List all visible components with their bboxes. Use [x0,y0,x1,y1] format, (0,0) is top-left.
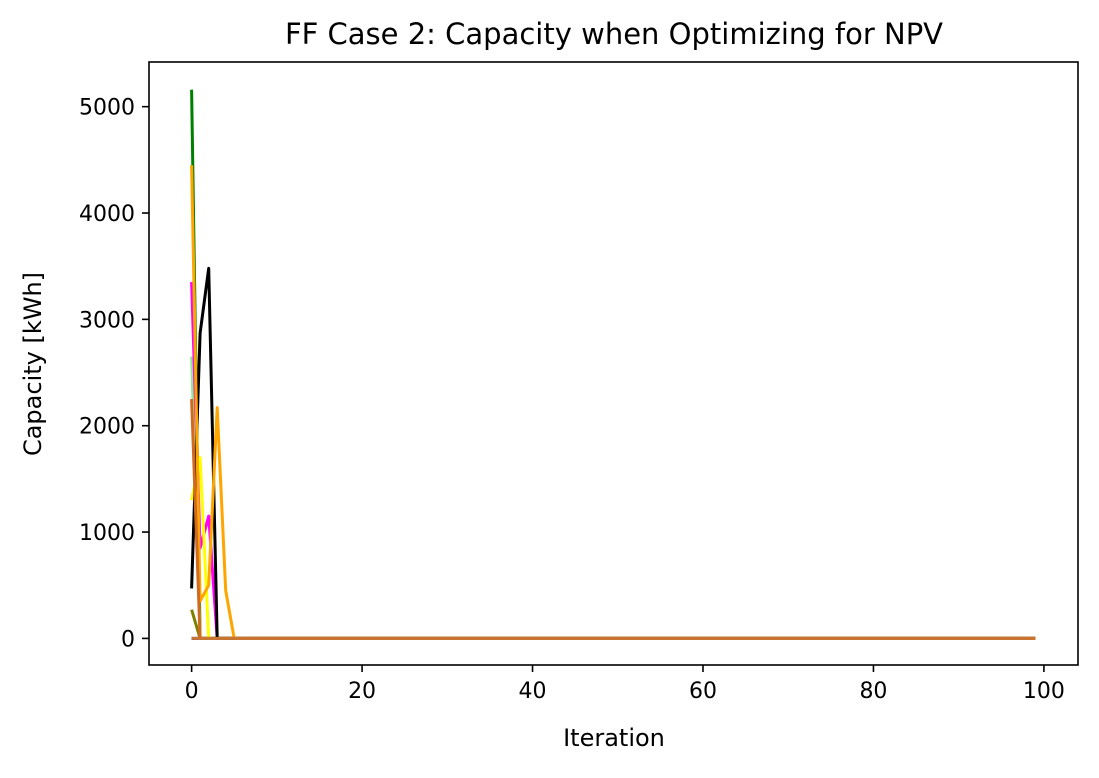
x-tick-label: 100 [1023,679,1065,704]
x-tick-label: 20 [348,679,376,704]
series-layer [190,89,1036,640]
x-axis-label: Iteration [563,724,665,752]
y-tick-label: 3000 [79,308,135,333]
series-line-5 [190,282,1036,640]
series-line-6 [190,456,1036,640]
plot-area-frame [148,61,1079,666]
series-line-7 [190,266,1036,640]
x-tick-label: 0 [185,679,199,704]
series-line-9 [190,399,1036,640]
y-tick-label: 4000 [79,202,135,227]
series-line-2 [190,89,1036,640]
y-tick-label: 5000 [79,96,135,121]
y-tick-label: 1000 [79,521,135,546]
series-line-4 [190,609,1036,640]
y-tick-label: 0 [121,627,135,652]
x-tick-label: 40 [519,679,547,704]
series-line-3 [190,356,1036,640]
y-tick-label: 2000 [79,415,135,440]
y-axis-label: Capacity [kWh] [19,272,47,456]
chart-title: FF Case 2: Capacity when Optimizing for … [285,17,943,51]
series-line-8 [190,165,1036,640]
x-tick-label: 80 [859,679,887,704]
x-tick-label: 60 [689,679,717,704]
